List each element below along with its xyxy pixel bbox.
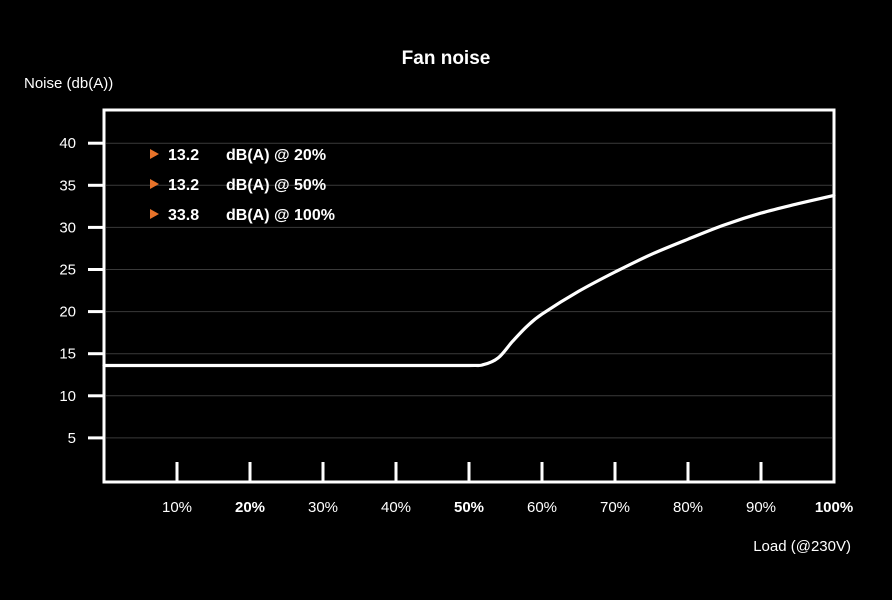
y-tick-label-20: 20 <box>59 304 76 321</box>
annotation-marker-icon <box>150 149 159 159</box>
x-tick-label-20: 20% <box>235 499 265 516</box>
x-tick-label-10: 10% <box>162 499 192 516</box>
x-axis-ticks: 10% 20% 30% 40% 50% 60% 70% 80% 90% 100% <box>162 462 853 516</box>
y-tick-label-30: 30 <box>59 219 76 236</box>
x-tick-label-80: 80% <box>673 499 703 516</box>
annotation-marker-icon <box>150 209 159 219</box>
y-tick-label-5: 5 <box>68 430 76 447</box>
x-tick-label-90: 90% <box>746 499 776 516</box>
y-tick-label-25: 25 <box>59 262 76 279</box>
y-tick-label-15: 15 <box>59 346 76 363</box>
x-tick-label-40: 40% <box>381 499 411 516</box>
annotation-value: 13.2 <box>168 147 199 164</box>
annotation-text: dB(A) @ 50% <box>226 177 326 194</box>
annotation-0: 13.2 dB(A) @ 20% <box>150 147 326 164</box>
y-axis-label: Noise (db(A)) <box>24 75 113 92</box>
annotation-value: 13.2 <box>168 177 199 194</box>
y-tick-label-40: 40 <box>59 135 76 152</box>
y-tick-label-35: 35 <box>59 177 76 194</box>
x-tick-label-70: 70% <box>600 499 630 516</box>
chart-title: Fan noise <box>402 48 491 69</box>
annotation-text: dB(A) @ 20% <box>226 147 326 164</box>
annotation-marker-icon <box>150 179 159 189</box>
x-tick-label-100: 100% <box>815 499 853 516</box>
plot-frame <box>102 108 836 484</box>
x-axis-label: Load (@230V) <box>753 538 851 555</box>
x-tick-label-60: 60% <box>527 499 557 516</box>
annotation-value: 33.8 <box>168 207 199 224</box>
series-layer <box>102 193 836 368</box>
x-tick-label-50: 50% <box>454 499 484 516</box>
annotation-2: 33.8 dB(A) @ 100% <box>150 207 335 224</box>
y-tick-label-10: 10 <box>59 388 76 405</box>
grid-lines <box>106 142 832 439</box>
annotation-1: 13.2 dB(A) @ 50% <box>150 177 326 194</box>
y-axis-ticks: 5 10 15 20 25 30 35 40 <box>59 135 104 447</box>
annotation-text: dB(A) @ 100% <box>226 207 335 224</box>
series-line-0 <box>102 193 836 368</box>
annotations: 13.2 dB(A) @ 20% 13.2 dB(A) @ 50% 33.8 dB(A) … <box>150 147 335 224</box>
x-tick-label-30: 30% <box>308 499 338 516</box>
